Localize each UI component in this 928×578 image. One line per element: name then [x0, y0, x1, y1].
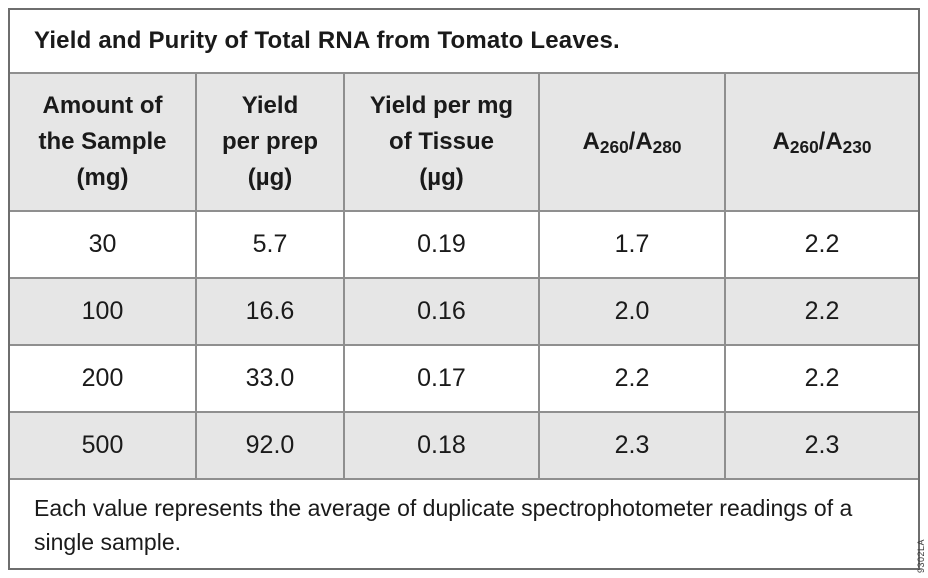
header-line: per prep — [221, 128, 319, 155]
header-line: the Sample — [38, 128, 167, 155]
ratio-subscript: 280 — [652, 136, 682, 157]
table-cell: 33.0 — [195, 346, 343, 411]
table-cell: 1.7 — [538, 212, 724, 277]
table-cell: 92.0 — [195, 413, 343, 478]
table-cell: 5.7 — [195, 212, 343, 277]
header-cell-amount-of-sample: Amount of the Sample (mg) — [10, 74, 195, 210]
header-cell-yield-per-mg: Yield per mg of Tissue (µg) — [343, 74, 538, 210]
header-cell-yield-per-prep: Yield per prep (µg) — [195, 74, 343, 210]
table-cell: 0.19 — [343, 212, 538, 277]
table-cell: 2.0 — [538, 279, 724, 344]
table-cell: 16.6 — [195, 279, 343, 344]
header-line: Yield — [241, 92, 299, 119]
ratio-base: /A — [818, 128, 843, 155]
table-row-30mg: 30 5.7 0.19 1.7 2.2 — [10, 210, 918, 277]
table-cell: 2.2 — [724, 346, 918, 411]
table-cell: 2.3 — [724, 413, 918, 478]
ratio-subscript: 260 — [599, 136, 629, 157]
rna-yield-purity-table: Yield and Purity of Total RNA from Tomat… — [8, 8, 920, 570]
ratio-base: /A — [628, 128, 653, 155]
table-cell: 2.2 — [538, 346, 724, 411]
header-line: (mg) — [76, 164, 129, 191]
table-header-row: Amount of the Sample (mg) Yield per prep… — [10, 72, 918, 210]
header-line: (µg) — [247, 164, 293, 191]
table-cell: 2.2 — [724, 279, 918, 344]
header-cell-a260-a230: A260/A230 — [724, 74, 918, 210]
table-title: Yield and Purity of Total RNA from Tomat… — [10, 10, 918, 72]
table-row-200mg: 200 33.0 0.17 2.2 2.2 — [10, 344, 918, 411]
header-line: of Tissue — [389, 128, 494, 155]
table-footnote: Each value represents the average of dup… — [10, 478, 918, 568]
ratio-base: A — [772, 128, 790, 155]
table-cell: 2.3 — [538, 413, 724, 478]
figure-code: 9302LA — [916, 538, 926, 573]
table-cell: 30 — [88, 230, 117, 258]
table-title-text: Yield and Purity of Total RNA from Tomat… — [34, 27, 620, 54]
table-cell: 2.2 — [724, 212, 918, 277]
table-cell: 100 — [81, 297, 124, 325]
table-cell: 200 — [81, 364, 124, 392]
table-row-100mg: 100 16.6 0.16 2.0 2.2 — [10, 277, 918, 344]
table-cell: 0.16 — [343, 279, 538, 344]
header-line: Amount of — [42, 92, 163, 119]
header-line: Yield per mg — [369, 92, 514, 119]
header-line: (µg) — [419, 164, 464, 191]
footnote-text: Each value represents the average of dup… — [34, 495, 853, 555]
header-cell-a260-a280: A260/A280 — [538, 74, 724, 210]
table-row-500mg: 500 92.0 0.18 2.3 2.3 — [10, 411, 918, 478]
ratio-base: A — [582, 128, 600, 155]
ratio-subscript: 260 — [789, 136, 819, 157]
table-cell: 500 — [81, 431, 124, 459]
table-cell: 0.18 — [343, 413, 538, 478]
table-cell: 0.17 — [343, 346, 538, 411]
ratio-subscript: 230 — [842, 136, 872, 157]
